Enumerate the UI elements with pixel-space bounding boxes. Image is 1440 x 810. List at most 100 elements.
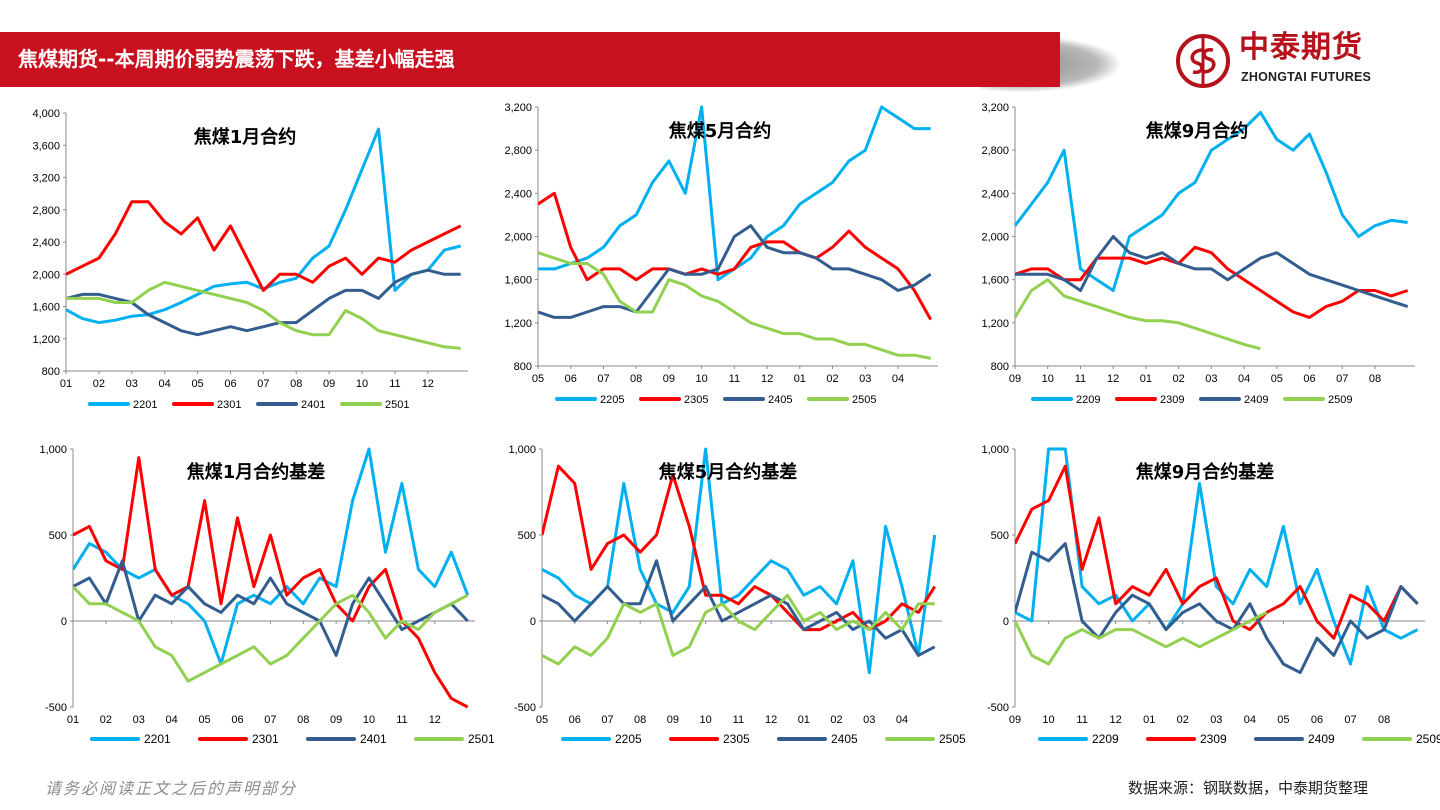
logo-text-cn: 中泰期货 xyxy=(1239,30,1363,65)
logo: 中泰期货 ZHONGTAI FUTURES xyxy=(1175,30,1405,92)
series-line-2501 xyxy=(73,585,469,683)
legend-label: 2209 xyxy=(1092,732,1119,746)
legend-label: 2305 xyxy=(684,394,708,406)
x-tick-label: 06 xyxy=(565,373,577,385)
x-tick-label: 03 xyxy=(1205,373,1217,385)
x-tick-label: 02 xyxy=(1173,373,1185,385)
x-tick-label: 02 xyxy=(830,714,842,726)
series-line-2201 xyxy=(66,127,462,325)
x-tick-label: 04 xyxy=(166,714,178,726)
chart-1: 800 1,200 1,600 2,000 2,400 2,800 3,200 3,600 4,… xyxy=(32,108,468,411)
legend: 2201 2301 2401 2501 xyxy=(88,399,409,411)
x-tick-label: 07 xyxy=(257,378,269,390)
x-tick-label: 06 xyxy=(1311,714,1323,726)
x-tick-label: 11 xyxy=(729,373,740,385)
x-tick-label: 01 xyxy=(1143,714,1155,726)
x-tick-label: 08 xyxy=(1378,714,1390,726)
x-tick-label: 10 xyxy=(696,373,708,385)
chart-title: 焦煤5月合约 xyxy=(668,120,772,142)
chart-2: 800 1,200 1,600 2,000 2,400 2,800 3,200 05 06 07 0… xyxy=(504,102,938,406)
series-line-2309 xyxy=(1015,245,1409,319)
x-tick-label: 05 xyxy=(532,373,544,385)
series-line-2405 xyxy=(538,224,932,319)
y-tick-label: 1,200 xyxy=(981,318,1009,330)
y-tick-label: 2,400 xyxy=(32,237,60,249)
x-tick-label: 09 xyxy=(667,714,679,726)
x-tick-label: 02 xyxy=(826,373,838,385)
x-tick-label: 12 xyxy=(429,714,441,726)
legend-label: 2301 xyxy=(217,399,241,411)
x-tick-label: 09 xyxy=(330,714,342,726)
x-tick-label: 04 xyxy=(1238,373,1250,385)
x-tick-label: 07 xyxy=(1336,373,1348,385)
series-group xyxy=(542,447,937,675)
x-tick-label: 02 xyxy=(100,714,112,726)
x-tick-label: 08 xyxy=(297,714,309,726)
chart-6: -500 0 500 1,000 09 10 11 12 01 02 03 04 05 06 07 08 焦煤9… xyxy=(981,444,1440,746)
y-tick-label: 500 xyxy=(49,530,67,542)
y-tick-label: 4,000 xyxy=(32,108,60,120)
legend-label: 2405 xyxy=(831,732,858,746)
logo-text-en: ZHONGTAI FUTURES xyxy=(1241,70,1372,84)
x-tick-label: 06 xyxy=(231,714,243,726)
y-tick-label: 800 xyxy=(514,361,532,373)
series-line-2301 xyxy=(73,456,469,709)
x-tick-label: 09 xyxy=(323,378,335,390)
x-tick-label: 09 xyxy=(1009,373,1021,385)
legend-label: 2409 xyxy=(1308,732,1335,746)
x-tick-label: 01 xyxy=(1140,373,1152,385)
chart-title: 焦煤5月合约基差 xyxy=(658,461,798,483)
x-tick-label: 12 xyxy=(761,373,773,385)
y-tick-label: 500 xyxy=(518,530,536,542)
y-tick-label: 500 xyxy=(991,530,1009,542)
x-tick-label: 02 xyxy=(1177,714,1189,726)
legend-label: 2401 xyxy=(301,399,325,411)
chart-4: -500 0 500 1,000 01 02 03 04 05 06 07 08 09 10 11 12 焦煤1… xyxy=(39,444,495,746)
y-tick-label: -500 xyxy=(45,702,67,714)
legend-label: 2505 xyxy=(852,394,876,406)
y-tick-label: 2,400 xyxy=(981,188,1009,200)
x-tick-label: 09 xyxy=(663,373,675,385)
legend-label: 2309 xyxy=(1200,732,1227,746)
legend: 2201 2301 2401 2501 xyxy=(90,732,495,746)
legend-label: 2505 xyxy=(939,732,966,746)
x-tick-label: 08 xyxy=(290,378,302,390)
x-tick-label: 11 xyxy=(733,714,744,726)
legend-label: 2205 xyxy=(615,732,642,746)
series-group xyxy=(73,447,470,709)
x-tick-label: 03 xyxy=(133,714,145,726)
y-tick-label: 2,800 xyxy=(504,145,532,157)
legend: 2209 2309 2409 2509 xyxy=(1038,732,1440,746)
y-tick-label: 1,000 xyxy=(508,444,536,456)
x-tick-label: 09 xyxy=(1009,714,1021,726)
series-group xyxy=(1015,110,1409,351)
legend-label: 2301 xyxy=(252,732,279,746)
x-tick-label: 12 xyxy=(422,378,434,390)
y-tick-label: -500 xyxy=(514,702,536,714)
legend-label: 2305 xyxy=(723,732,750,746)
x-tick-label: 08 xyxy=(630,373,642,385)
y-tick-label: 1,200 xyxy=(32,334,60,346)
y-tick-label: 1,200 xyxy=(504,318,532,330)
x-tick-label: 07 xyxy=(597,373,609,385)
chart-title: 焦煤9月合约 xyxy=(1145,120,1249,142)
x-tick-label: 07 xyxy=(601,714,613,726)
y-tick-label: 0 xyxy=(1003,616,1009,628)
legend-label: 2509 xyxy=(1416,732,1440,746)
legend: 2205 2305 2405 2505 xyxy=(561,732,966,746)
series-line-2509 xyxy=(1015,278,1261,351)
y-tick-label: 1,000 xyxy=(981,444,1009,456)
series-group xyxy=(1015,447,1419,675)
x-tick-label: 11 xyxy=(389,378,400,390)
x-tick-label: 07 xyxy=(264,714,276,726)
legend-label: 2201 xyxy=(133,399,157,411)
y-tick-label: 0 xyxy=(61,616,67,628)
y-tick-label: 1,600 xyxy=(504,275,532,287)
x-tick-label: 10 xyxy=(1042,373,1054,385)
disclaimer-text: 请务必阅读正文之后的声明部分 xyxy=(45,779,298,798)
x-tick-label: 07 xyxy=(1344,714,1356,726)
chart-title: 焦煤1月合约基差 xyxy=(186,461,326,483)
chart-title: 焦煤1月合约 xyxy=(193,126,297,148)
series-line-2209 xyxy=(1015,447,1419,666)
